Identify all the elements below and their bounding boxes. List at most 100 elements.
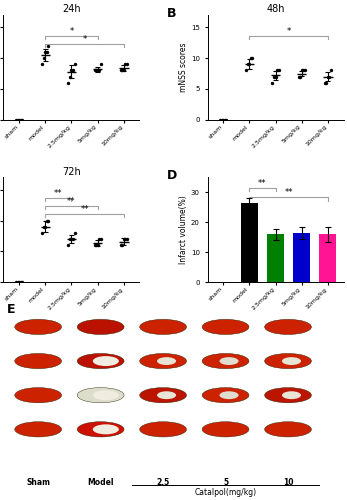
Ellipse shape — [139, 320, 186, 334]
Ellipse shape — [264, 354, 311, 368]
Ellipse shape — [157, 392, 176, 399]
Ellipse shape — [15, 320, 61, 334]
Ellipse shape — [77, 320, 124, 334]
Point — [276, 66, 281, 74]
Ellipse shape — [202, 422, 249, 437]
Text: 2.5: 2.5 — [156, 478, 170, 487]
Point — [41, 54, 46, 62]
Point — [66, 241, 71, 249]
Ellipse shape — [77, 354, 124, 368]
Ellipse shape — [157, 357, 176, 365]
Point — [15, 278, 20, 286]
Ellipse shape — [264, 422, 311, 437]
Point — [270, 79, 275, 87]
Point — [301, 66, 306, 74]
Point — [96, 66, 102, 74]
Title: 24h: 24h — [62, 4, 81, 14]
Text: 10: 10 — [283, 478, 293, 487]
Point — [18, 278, 24, 286]
Point — [118, 66, 124, 74]
Point — [248, 54, 254, 62]
Point — [328, 66, 334, 74]
Point — [72, 60, 77, 68]
Point — [274, 66, 280, 74]
Ellipse shape — [202, 320, 249, 334]
Point — [122, 235, 128, 243]
Point — [70, 66, 76, 74]
Ellipse shape — [219, 357, 238, 365]
Text: **: ** — [80, 205, 89, 214]
Ellipse shape — [139, 422, 186, 437]
Point — [219, 116, 225, 124]
Point — [13, 116, 19, 124]
Ellipse shape — [139, 354, 186, 368]
Point — [16, 116, 22, 124]
Ellipse shape — [264, 388, 311, 403]
Point — [124, 235, 130, 243]
Point — [44, 216, 50, 224]
Point — [98, 60, 103, 68]
Point — [72, 229, 77, 237]
Ellipse shape — [77, 422, 124, 437]
Point — [250, 54, 255, 62]
Point — [98, 235, 103, 243]
Ellipse shape — [15, 388, 61, 403]
Point — [273, 72, 278, 80]
Point — [121, 235, 127, 243]
Point — [95, 66, 100, 74]
Point — [67, 72, 73, 80]
Point — [96, 235, 102, 243]
Point — [67, 235, 73, 243]
Ellipse shape — [93, 356, 119, 366]
Point — [44, 48, 50, 56]
Text: **: ** — [258, 178, 267, 188]
Ellipse shape — [282, 392, 301, 399]
Point — [93, 66, 99, 74]
Point — [119, 241, 125, 249]
Bar — [293, 233, 310, 282]
Point — [271, 72, 277, 80]
Ellipse shape — [15, 354, 61, 368]
Title: 72h: 72h — [62, 166, 81, 176]
Point — [16, 278, 22, 286]
Text: 5: 5 — [223, 478, 228, 487]
Point — [121, 66, 127, 74]
Bar — [267, 234, 284, 282]
Point — [297, 72, 303, 80]
Point — [299, 66, 304, 74]
Bar — [241, 203, 258, 282]
Title: 48h: 48h — [266, 4, 285, 14]
Ellipse shape — [77, 388, 124, 403]
Ellipse shape — [219, 392, 238, 399]
Text: Model: Model — [87, 478, 114, 487]
Ellipse shape — [202, 354, 249, 368]
Point — [244, 66, 249, 74]
Point — [223, 116, 229, 124]
Point — [66, 79, 71, 87]
Text: *: * — [83, 34, 87, 43]
Point — [43, 48, 48, 56]
Point — [40, 229, 45, 237]
Y-axis label: Infarct volume(%): Infarct volume(%) — [179, 196, 188, 264]
Ellipse shape — [93, 390, 119, 400]
Text: Sham: Sham — [26, 478, 50, 487]
Point — [302, 66, 307, 74]
Point — [118, 241, 124, 249]
Point — [43, 222, 48, 230]
Point — [92, 241, 97, 249]
Ellipse shape — [139, 388, 186, 403]
Point — [95, 241, 100, 249]
Text: D: D — [167, 169, 177, 182]
Y-axis label: mNSS scores: mNSS scores — [179, 42, 188, 92]
Point — [296, 72, 301, 80]
Point — [124, 60, 130, 68]
Point — [122, 60, 128, 68]
Point — [13, 278, 19, 286]
Point — [322, 79, 328, 87]
Point — [70, 235, 76, 243]
Point — [93, 241, 99, 249]
Point — [40, 60, 45, 68]
Text: **: ** — [284, 188, 293, 197]
Bar — [319, 234, 336, 282]
Point — [217, 116, 223, 124]
